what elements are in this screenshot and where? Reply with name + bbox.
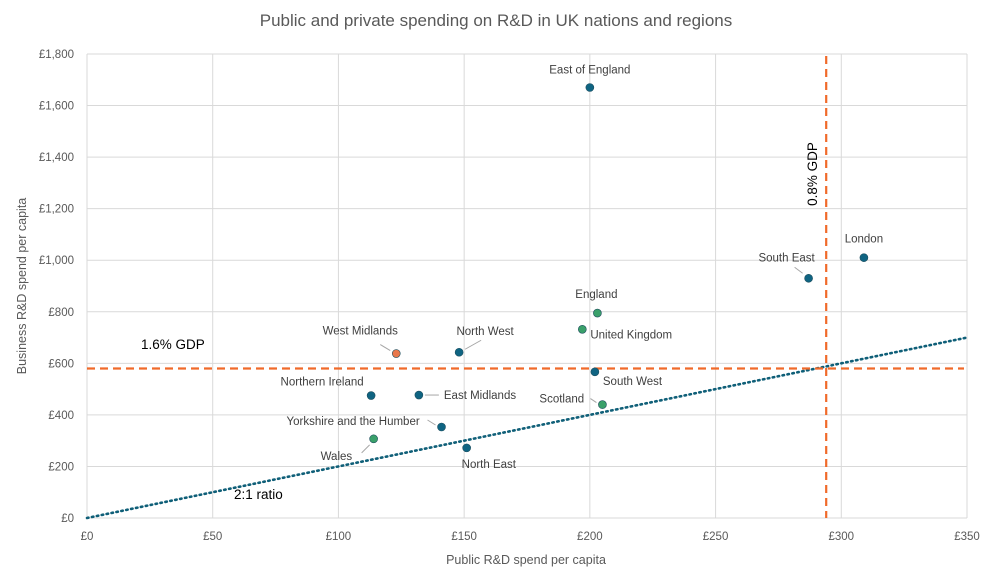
point-label-south-west: South West xyxy=(603,376,663,388)
x-tick-label: £350 xyxy=(954,531,980,543)
leader-line-yorkshire-and-the-humber xyxy=(427,419,436,426)
y-axis-title: Business R&D spend per capita xyxy=(15,198,29,375)
leader-line-south-east xyxy=(794,266,803,274)
point-east-midlands xyxy=(414,390,424,400)
grid-lines xyxy=(86,53,968,519)
x-tick-label: £250 xyxy=(703,531,729,543)
point-london xyxy=(859,253,869,262)
point-label-north-west: North West xyxy=(456,326,514,338)
point-yorkshire-and-the-humber xyxy=(437,422,446,432)
point-united-kingdom xyxy=(578,325,587,334)
x-tick-label: £0 xyxy=(81,531,94,543)
x-tick-label: £200 xyxy=(577,531,603,543)
leader-line-north-west xyxy=(464,339,482,350)
horizontal-reference-label: 1.6% GDP xyxy=(141,337,205,352)
leader-lines xyxy=(361,266,803,454)
point-south-east xyxy=(804,273,813,283)
point-label-scotland: Scotland xyxy=(539,394,584,406)
point-north-west xyxy=(454,347,464,357)
x-axis-ticks: £0 £50 £100 £150 £200 £250 £300 £350 xyxy=(81,531,980,543)
y-tick-label: £1,200 xyxy=(39,204,74,216)
point-label-wales: Wales xyxy=(321,451,353,463)
point-label-northern-ireland: Northern Ireland xyxy=(281,377,364,389)
y-tick-label: £800 xyxy=(48,307,74,319)
y-tick-label: £1,600 xyxy=(39,101,74,113)
vertical-reference-label: 0.8% GDP xyxy=(805,142,820,206)
point-label-east-of-england: East of England xyxy=(549,65,630,77)
y-axis-ticks: £0 £200 £400 £600 £800 £1,000 £1,200 £1,400 £1,6… xyxy=(39,49,74,525)
point-scotland xyxy=(598,400,607,409)
point-south-west xyxy=(590,367,600,377)
point-north-east xyxy=(462,443,471,453)
reference-lines-group: 1.6% GDP 0.8% GDP xyxy=(87,56,964,518)
trend-line xyxy=(85,336,969,520)
point-west-midlands xyxy=(391,349,401,358)
x-tick-label: £300 xyxy=(828,531,854,543)
trend-line-label: 2:1 ratio xyxy=(234,487,283,502)
point-england xyxy=(593,308,602,318)
y-tick-label: £400 xyxy=(48,410,74,422)
x-axis-title: Public R&D spend per capita xyxy=(446,553,606,567)
point-label-west-midlands: West Midlands xyxy=(323,326,398,338)
x-tick-label: £150 xyxy=(451,531,477,543)
y-tick-label: £1,000 xyxy=(39,255,74,267)
point-label-north-east: North East xyxy=(462,459,517,471)
leader-line-wales xyxy=(361,444,370,454)
point-label-united-kingdom: United Kingdom xyxy=(590,329,672,341)
leader-line-scotland xyxy=(590,398,597,403)
point-label-yorkshire-and-the-humber: Yorkshire and the Humber xyxy=(287,416,420,428)
leader-line-west-midlands xyxy=(379,344,391,351)
y-tick-label: £600 xyxy=(48,358,74,370)
point-east-of-england xyxy=(585,83,595,92)
point-label-london: London xyxy=(845,234,883,246)
y-tick-label: £1,800 xyxy=(39,49,74,61)
data-points xyxy=(366,83,869,453)
y-tick-label: £1,400 xyxy=(39,152,74,164)
point-label-east-midlands: East Midlands xyxy=(444,390,516,402)
point-label-south-east: South East xyxy=(758,252,815,264)
chart-title: Public and private spending on R&D in UK… xyxy=(260,11,733,30)
point-label-england: England xyxy=(575,289,617,301)
y-tick-label: £200 xyxy=(48,461,74,473)
y-tick-label: £0 xyxy=(61,513,74,525)
point-northern-ireland xyxy=(366,391,376,400)
x-tick-label: £100 xyxy=(326,531,352,543)
x-tick-label: £50 xyxy=(203,531,222,543)
trend-line-group: 2:1 ratio xyxy=(85,336,969,520)
point-wales xyxy=(369,434,378,444)
data-labels: East of England London South East England Un… xyxy=(281,65,884,471)
